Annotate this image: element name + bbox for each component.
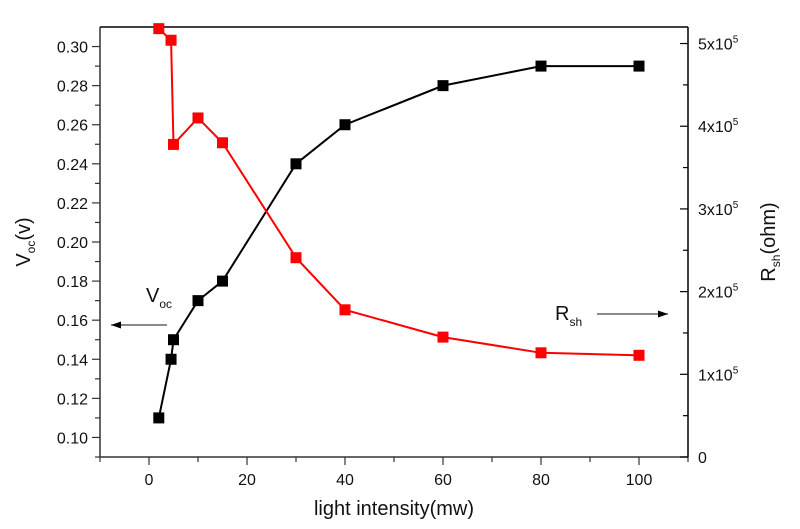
y-left-tick-label: 0.16 (57, 313, 88, 330)
data-point-voc (217, 275, 228, 287)
voc-arrow-head (111, 321, 121, 329)
data-point-voc (153, 412, 165, 424)
data-point-voc (192, 295, 204, 307)
series-rsh (153, 23, 645, 361)
y-left-tick-label: 0.14 (57, 352, 88, 369)
data-point-voc (633, 60, 645, 72)
data-point-voc (290, 158, 302, 170)
series-layer (153, 23, 645, 424)
y-right-tick-label: 2x105 (698, 283, 739, 302)
data-point-rsh (290, 252, 302, 264)
rsh-annotation-label: Rsh (555, 303, 582, 329)
y-left-tick-label: 0.10 (57, 430, 88, 447)
y-right-axis-title: Rsh(ohm) (758, 202, 783, 281)
x-tick-label: 80 (532, 472, 550, 489)
y-right-tick-label: 3x105 (698, 200, 739, 219)
x-tick-label: 60 (434, 472, 452, 489)
y-right-tick-label: 0 (698, 450, 707, 467)
voc-annotation-label: Voc (146, 285, 172, 311)
data-point-rsh (633, 349, 645, 361)
data-point-rsh (535, 347, 547, 359)
y-left-tick-label: 0.28 (57, 79, 88, 96)
y-left-axis-title: Voc(v) (13, 217, 38, 266)
x-tick-label: 20 (238, 472, 256, 489)
y-right-tick-label: 5x105 (698, 35, 739, 54)
rsh-arrow (597, 310, 668, 318)
y-right-tick-label: 4x105 (698, 117, 739, 136)
x-tick-label: 100 (626, 472, 653, 489)
data-point-voc (437, 80, 449, 92)
rsh-arrow-head (658, 310, 668, 318)
data-point-rsh (165, 34, 177, 46)
y-left-tick-label: 0.24 (57, 157, 88, 174)
y-left-tick-label: 0.26 (57, 118, 88, 135)
annotations (111, 310, 668, 329)
data-point-voc (165, 353, 177, 365)
data-point-voc (168, 334, 179, 346)
data-point-rsh (153, 23, 165, 35)
x-axis-title: light intensity(mw) (314, 498, 474, 520)
data-point-rsh (168, 138, 179, 150)
y-right-tick-label: 1x105 (698, 365, 739, 384)
y-left-tick-label: 0.30 (57, 40, 88, 57)
data-point-rsh (192, 112, 204, 124)
x-tick-label: 0 (145, 472, 154, 489)
series-line-rsh (158, 27, 640, 357)
y-left-tick-label: 0.12 (57, 391, 88, 408)
data-point-voc (339, 119, 351, 131)
series-voc (153, 60, 645, 424)
voc-arrow (111, 321, 167, 329)
x-tick-label: 40 (336, 472, 354, 489)
y-left-tick-label: 0.20 (57, 235, 88, 252)
series-line-voc (157, 65, 639, 419)
data-point-rsh (217, 137, 228, 149)
y-left-tick-label: 0.22 (57, 196, 88, 213)
y-left-tick-label: 0.18 (57, 274, 88, 291)
data-point-rsh (437, 331, 449, 343)
data-point-rsh (339, 304, 351, 316)
axes: 0 20 40 60 80 100 0.10 0.12 0.14 0.16 0.18 0.20 0.22… (57, 26, 739, 489)
data-point-voc (535, 60, 547, 72)
